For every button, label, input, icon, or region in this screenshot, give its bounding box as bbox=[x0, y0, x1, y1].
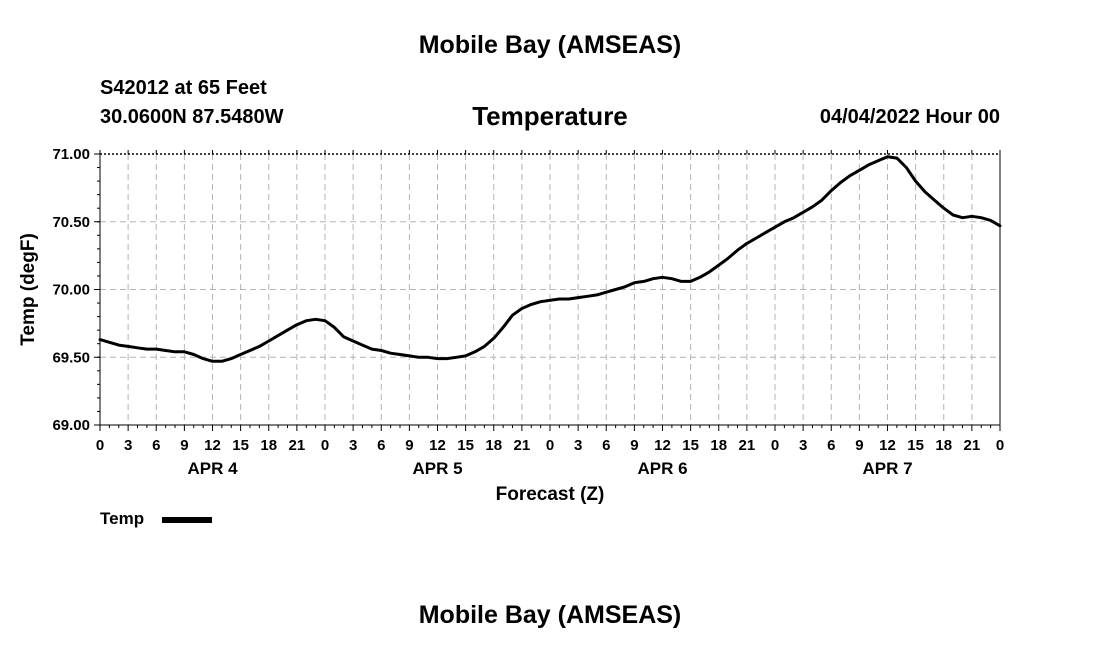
x-tick-label: 0 bbox=[96, 437, 104, 454]
x-tick-label: 21 bbox=[514, 437, 531, 454]
x-tick-label: 9 bbox=[405, 437, 413, 454]
y-tick-label: 71.00 bbox=[52, 146, 90, 163]
coords-line: 30.0600N 87.5480W bbox=[100, 106, 284, 128]
x-tick-label: 15 bbox=[682, 437, 699, 454]
temp-series-line bbox=[98, 155, 1002, 363]
y-tick-label: 69.50 bbox=[52, 349, 90, 366]
x-tick-label: 3 bbox=[124, 437, 132, 454]
x-axis-title: Forecast (Z) bbox=[496, 484, 605, 505]
station-line: S42012 at 65 Feet bbox=[100, 77, 267, 99]
x-tick-label: 6 bbox=[602, 437, 610, 454]
x-tick-label: 0 bbox=[546, 437, 554, 454]
x-tick-label: 21 bbox=[289, 437, 306, 454]
x-tick-label: 9 bbox=[855, 437, 863, 454]
x-tick-label: 15 bbox=[232, 437, 249, 454]
day-label: APR 6 bbox=[637, 459, 687, 478]
x-tick-label: 3 bbox=[799, 437, 807, 454]
bottom-title: Mobile Bay (AMSEAS) bbox=[418, 601, 682, 629]
x-tick-label: 9 bbox=[630, 437, 638, 454]
x-tick-label: 15 bbox=[907, 437, 924, 454]
x-tick-label: 6 bbox=[152, 437, 160, 454]
x-tick-label: 12 bbox=[204, 437, 221, 454]
x-tick-label: 6 bbox=[827, 437, 835, 454]
chart-title: Temperature bbox=[472, 101, 628, 131]
y-tick-label: 70.50 bbox=[52, 214, 90, 231]
x-tick-label: 9 bbox=[180, 437, 188, 454]
day-label: APR 4 bbox=[187, 459, 238, 478]
x-tick-label: 6 bbox=[377, 437, 385, 454]
date-line: 04/04/2022 Hour 00 bbox=[819, 106, 1000, 128]
x-tick-label: 18 bbox=[260, 437, 277, 454]
x-tick-label: 12 bbox=[429, 437, 446, 454]
day-label: APR 7 bbox=[862, 459, 912, 478]
x-tick-label: 15 bbox=[457, 437, 474, 454]
y-axis-title: Temp (degF) bbox=[18, 233, 39, 346]
top-title: Mobile Bay (AMSEAS) bbox=[418, 31, 682, 59]
x-tick-label: 21 bbox=[964, 437, 981, 454]
x-tick-label: 21 bbox=[739, 437, 756, 454]
x-tick-label: 18 bbox=[935, 437, 952, 454]
x-tick-label: 0 bbox=[771, 437, 779, 454]
x-tick-label: 12 bbox=[654, 437, 671, 454]
day-label: APR 5 bbox=[412, 459, 462, 478]
y-tick-label: 69.00 bbox=[52, 417, 90, 434]
legend-swatch bbox=[162, 517, 212, 523]
x-tick-label: 0 bbox=[321, 437, 329, 454]
x-tick-label: 3 bbox=[574, 437, 582, 454]
x-tick-label: 18 bbox=[710, 437, 727, 454]
y-tick-label: 70.00 bbox=[52, 282, 90, 299]
legend-label: Temp bbox=[100, 509, 145, 528]
x-tick-label: 18 bbox=[485, 437, 502, 454]
x-tick-label: 12 bbox=[879, 437, 896, 454]
x-tick-label: 3 bbox=[349, 437, 357, 454]
x-tick-label: 0 bbox=[996, 437, 1004, 454]
